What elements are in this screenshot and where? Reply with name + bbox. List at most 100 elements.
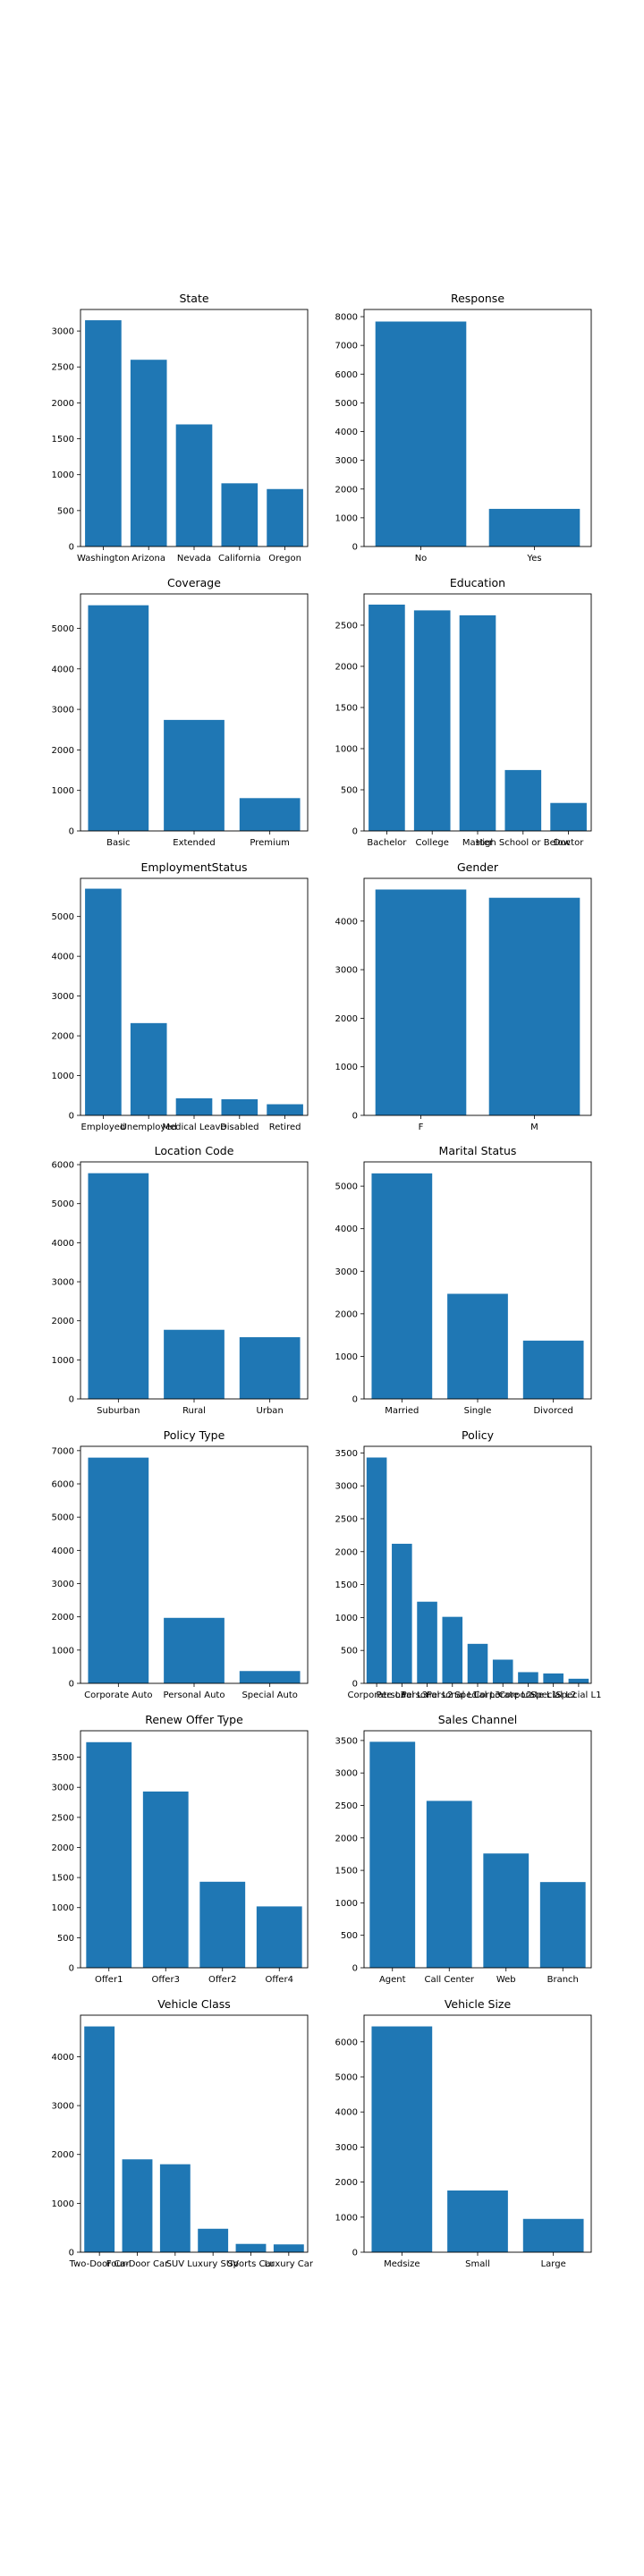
y-tick-label: 5000 — [335, 2072, 358, 2082]
y-tick-label: 0 — [69, 1680, 74, 1690]
bar — [550, 802, 587, 831]
y-tick-label: 3500 — [335, 1736, 358, 1746]
y-tick-label: 4000 — [52, 665, 74, 674]
plot-frame — [80, 2014, 309, 2253]
x-tick-label: F — [419, 1123, 424, 1132]
chart-title: Gender — [457, 860, 499, 874]
bar — [543, 1673, 564, 1683]
y-tick-label: 1000 — [335, 1063, 358, 1072]
y-tick-label: 2500 — [52, 363, 74, 373]
bar — [164, 1329, 225, 1399]
y-tick-label: 3000 — [52, 992, 74, 1002]
y-tick-label: 1500 — [335, 1580, 358, 1590]
y-tick-label: 3000 — [335, 1482, 358, 1492]
y-tick-label: 2000 — [52, 399, 74, 409]
y-tick-label: 500 — [57, 1934, 74, 1944]
bar — [467, 1643, 488, 1683]
x-tick-label: Small — [465, 2259, 490, 2269]
plot-frame — [363, 1730, 592, 1969]
x-tick-label: Married — [385, 1406, 419, 1416]
y-tick-label: 1000 — [52, 1072, 74, 1081]
y-tick-label: 500 — [57, 506, 74, 516]
x-tick-label: Employed — [81, 1123, 126, 1132]
y-tick-label: 500 — [341, 785, 358, 795]
chart-panel: State 0 500 1000 1500 2000 2500 3000 Washington A… — [52, 292, 309, 564]
y-tick-label: 0 — [69, 2249, 74, 2258]
y-tick-label: 0 — [352, 543, 358, 553]
y-tick-label: 1000 — [335, 744, 358, 754]
x-tick-label: Luxury SUV — [187, 2259, 239, 2269]
y-tick-label: 3000 — [52, 706, 74, 716]
y-tick-label: 1000 — [335, 2213, 358, 2223]
x-tick-label: Special Auto — [242, 1690, 297, 1700]
y-tick-label: 1000 — [52, 470, 74, 480]
y-tick-label: 2000 — [52, 1032, 74, 1042]
x-tick-label: Branch — [547, 1975, 579, 1985]
chart-panel: Response 0 1000 2000 3000 4000 5000 6000 7000 800… — [335, 292, 592, 564]
x-tick-label: Four-Door Car — [106, 2259, 169, 2269]
y-tick-label: 8000 — [335, 313, 358, 323]
bar — [239, 798, 301, 831]
y-tick-label: 5000 — [335, 399, 358, 409]
x-tick-label: Luxury Car — [265, 2259, 314, 2269]
chart-title: State — [179, 292, 208, 305]
bar — [522, 1340, 584, 1399]
y-tick-label: 1500 — [335, 1867, 358, 1877]
x-tick-label: Single — [464, 1406, 492, 1416]
bar — [85, 320, 122, 547]
y-tick-label: 2000 — [52, 2150, 74, 2160]
y-tick-label: 3000 — [52, 1580, 74, 1589]
plot-frame — [363, 593, 592, 832]
y-tick-label: 2000 — [335, 1014, 358, 1024]
y-tick-label: 1000 — [52, 1356, 74, 1366]
x-tick-label: Urban — [257, 1406, 284, 1416]
chart-panel: Gender 0 1000 2000 3000 4000 F M — [335, 860, 592, 1132]
chart-title: Coverage — [167, 576, 221, 589]
bar — [199, 1881, 246, 1968]
y-tick-label: 2000 — [52, 1613, 74, 1623]
y-tick-label: 1000 — [335, 1614, 358, 1623]
x-tick-label: Personal L3 — [377, 1690, 428, 1700]
bar — [85, 888, 122, 1115]
y-tick-label: 5000 — [52, 1513, 74, 1523]
plot-frame — [363, 309, 592, 547]
y-tick-label: 2000 — [335, 1309, 358, 1319]
bar — [392, 1543, 412, 1683]
x-tick-label: Suburban — [97, 1406, 140, 1416]
y-tick-label: 4000 — [52, 2053, 74, 2063]
x-tick-label: Personal L2 — [402, 1690, 453, 1700]
y-tick-label: 3000 — [52, 1784, 74, 1793]
x-tick-label: Offer3 — [152, 1975, 180, 1985]
x-tick-label: Special L3 — [454, 1690, 500, 1700]
chart-title: Response — [451, 292, 504, 305]
plot-frame — [363, 877, 592, 1116]
x-tick-label: Extended — [173, 838, 216, 848]
y-tick-label: 1000 — [335, 1352, 358, 1362]
bar — [221, 1098, 258, 1115]
bar — [84, 2026, 115, 2252]
bar — [459, 614, 496, 831]
chart-title: Location Code — [155, 1144, 234, 1157]
chart-panel: Marital Status 0 1000 2000 3000 4000 5000 Marri… — [335, 1144, 592, 1416]
x-tick-label: Sports Car — [227, 2259, 275, 2269]
bar — [369, 1741, 416, 1968]
chart-panel: Policy 0 500 1000 1500 2000 2500 3000 3500 Corpor… — [335, 1428, 602, 1700]
chart-title: Vehicle Class — [157, 1997, 231, 2011]
bar — [175, 424, 213, 547]
x-tick-label: Medsize — [384, 2259, 420, 2269]
y-tick-label: 2000 — [335, 2178, 358, 2188]
bar — [371, 1173, 433, 1399]
plot-frame — [80, 877, 309, 1116]
x-tick-label: Nevada — [177, 554, 211, 564]
x-tick-label: Special L2 — [530, 1690, 576, 1700]
y-tick-label: 6000 — [52, 1161, 74, 1171]
bar — [518, 1672, 538, 1683]
bar — [417, 1601, 437, 1683]
y-tick-label: 1000 — [52, 786, 74, 796]
bar — [198, 2228, 229, 2252]
y-tick-label: 5000 — [52, 1199, 74, 1209]
bar — [504, 769, 542, 831]
bar — [539, 1882, 586, 1968]
chart-panel: Vehicle Size 0 1000 2000 3000 4000 5000 6000 Med… — [335, 1997, 592, 2269]
